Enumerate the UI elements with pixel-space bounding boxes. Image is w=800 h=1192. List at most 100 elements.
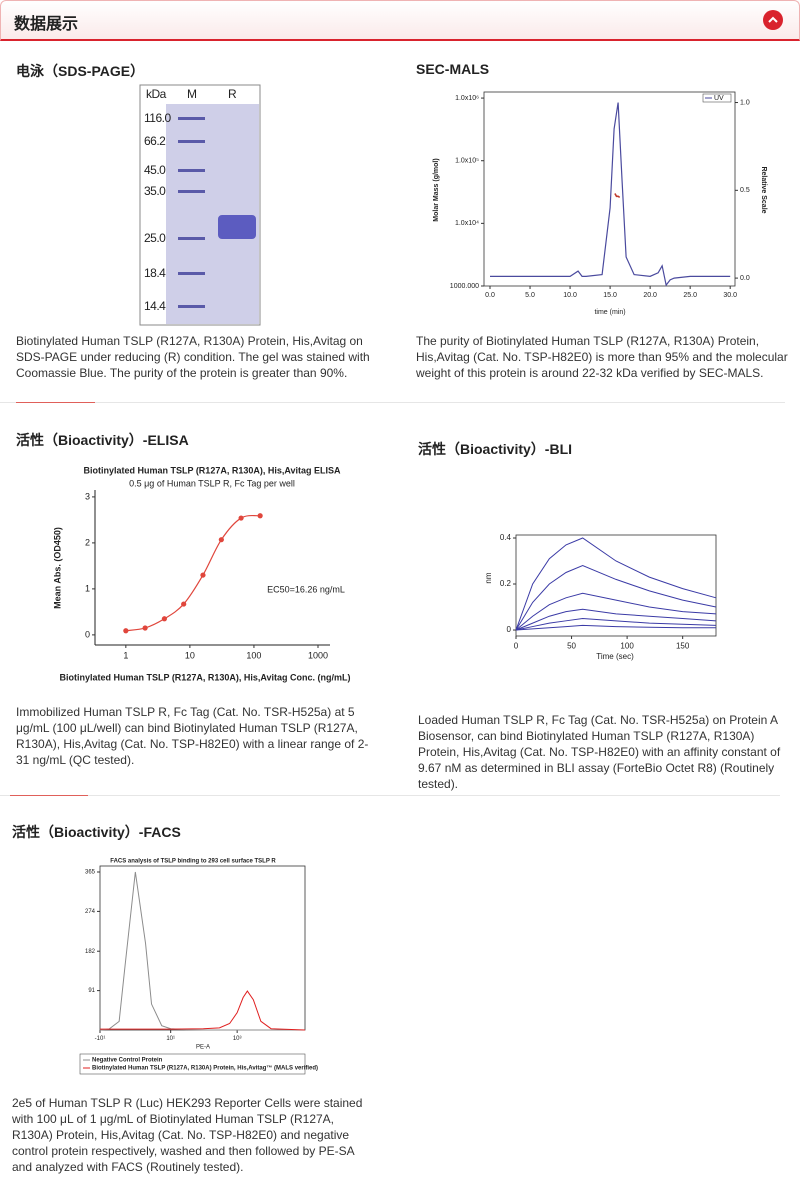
y-tick-label: 274 bbox=[85, 909, 96, 915]
data-line bbox=[515, 608, 717, 631]
y-tick-label: 182 bbox=[85, 949, 96, 955]
data-point bbox=[200, 572, 206, 578]
y-tick-label: 1000.000 bbox=[450, 283, 479, 290]
data-line bbox=[515, 537, 717, 631]
data-line bbox=[614, 193, 621, 199]
gel-lane: M bbox=[187, 87, 197, 101]
x-tick-label: 20.0 bbox=[643, 292, 657, 299]
data-line bbox=[100, 990, 306, 1031]
y-tick-label: 1.0x10⁴ bbox=[455, 220, 479, 227]
x-tick-label: 15.0 bbox=[603, 292, 617, 299]
y-tick-label: 3 bbox=[85, 491, 90, 501]
section-title: 电泳（SDS-PAGE） bbox=[16, 63, 145, 79]
data-point bbox=[238, 515, 244, 521]
data-point bbox=[257, 513, 263, 519]
data-line bbox=[515, 592, 717, 631]
y2-tick-label: 0.0 bbox=[740, 275, 750, 282]
chart: 0.0 5.0 10.0 15.0 20.0 25.0 30.0 1000.000 1.0x10… bbox=[433, 91, 767, 316]
x-tick-label: 10¹ bbox=[166, 1036, 175, 1042]
x-tick-label: 10³ bbox=[233, 1036, 242, 1042]
x-axis-label: PE-A bbox=[196, 1045, 210, 1051]
caption: Loaded Human TSLP R, Fc Tag (Cat. No. TS… bbox=[418, 713, 781, 791]
y-tick-label: 0.4 bbox=[500, 533, 512, 542]
caption: The purity of Biotinylated Human TSLP (R… bbox=[416, 334, 788, 380]
data-line bbox=[515, 624, 716, 631]
plot-frame bbox=[483, 91, 736, 287]
legend-box bbox=[79, 1053, 306, 1075]
x-tick-label: 50 bbox=[567, 641, 576, 650]
x-tick-label: 0 bbox=[514, 641, 519, 650]
divider bbox=[0, 795, 780, 796]
caption: 2e5 of Human TSLP R (Luc) HEK293 Reporte… bbox=[12, 1096, 363, 1174]
plot-frame bbox=[515, 534, 717, 637]
y-axis-label: Mean Abs. (OD450) bbox=[52, 527, 62, 609]
chart-title: Biotinylated Human TSLP (R127A, R130A), … bbox=[83, 465, 341, 475]
fit-curve bbox=[125, 514, 261, 632]
caption: Biotinylated Human TSLP (R127A, R130A) P… bbox=[16, 334, 370, 380]
x-tick-label: 150 bbox=[676, 641, 690, 650]
x-axis-label: time (min) bbox=[594, 309, 625, 316]
data-line bbox=[515, 618, 717, 631]
gel-image bbox=[139, 84, 261, 326]
chart-subtitle: 0.5 μg of Human TSLP R, Fc Tag per well bbox=[129, 478, 295, 488]
gel-lane: R bbox=[228, 87, 237, 101]
data-point bbox=[123, 628, 129, 634]
x-tick-label: 100 bbox=[620, 641, 634, 650]
divider bbox=[0, 402, 785, 403]
x-axis-label: Biotinylated Human TSLP (R127A, R130A), … bbox=[59, 672, 350, 682]
x-tick-label: 0.0 bbox=[485, 292, 495, 299]
y-tick-label: 1.0x10⁶ bbox=[455, 95, 479, 102]
annotation: EC50=16.26 ng/mL bbox=[267, 584, 345, 594]
collapse-button[interactable] bbox=[763, 10, 783, 30]
divider-accent bbox=[16, 402, 95, 403]
chart: -10¹ 10¹ 10³ 91 182 274 365 PE-A FACS analysis o… bbox=[79, 859, 318, 1075]
gel-marker: 116.0 bbox=[144, 111, 171, 125]
caption: Immobilized Human TSLP R, Fc Tag (Cat. N… bbox=[16, 705, 369, 767]
chart-title: FACS analysis of TSLP binding to 293 cel… bbox=[110, 859, 276, 865]
gel-marker: 25.0 bbox=[144, 231, 166, 245]
legend-label: Biotinylated Human TSLP (R127A, R130A) P… bbox=[92, 1065, 318, 1072]
y-tick-label: 1.0x10⁵ bbox=[455, 158, 479, 165]
y-axis-label: nm bbox=[484, 572, 493, 583]
y2-axis-label: Relative Scale bbox=[760, 166, 767, 213]
x-tick-label: 5.0 bbox=[525, 292, 535, 299]
data-line bbox=[490, 102, 731, 287]
divider-accent bbox=[10, 795, 88, 796]
data-point bbox=[142, 625, 148, 631]
gel-marker: 45.0 bbox=[144, 163, 166, 177]
legend-box bbox=[702, 93, 732, 103]
gel-marker: 18.4 bbox=[144, 266, 166, 280]
section-title: SEC-MALS bbox=[416, 61, 490, 77]
y-tick-label: 0 bbox=[507, 625, 512, 634]
x-tick-label: 10 bbox=[185, 650, 195, 660]
header-title: 数据展示 bbox=[14, 16, 79, 33]
plot-frame bbox=[99, 865, 306, 1031]
y2-tick-label: 1.0 bbox=[740, 99, 750, 106]
legend-label: UV bbox=[714, 95, 724, 102]
data-line bbox=[515, 565, 717, 631]
y-tick-label: 2 bbox=[85, 537, 90, 547]
y-tick-label: 91 bbox=[88, 988, 95, 994]
x-tick-label: 100 bbox=[246, 650, 261, 660]
gel-unit: kDa bbox=[146, 87, 166, 101]
x-tick-label: 10.0 bbox=[563, 292, 577, 299]
section-title: 活性（Bioactivity）-BLI bbox=[418, 441, 573, 457]
y-tick-label: 1 bbox=[85, 583, 90, 593]
data-point bbox=[181, 601, 187, 607]
chart: 1 10 100 1000 0 1 2 3 Biotinylated Human TSLP (R… bbox=[52, 465, 350, 682]
gel-marker: 14.4 bbox=[144, 299, 166, 313]
y2-tick-label: 0.5 bbox=[740, 187, 750, 194]
x-tick-label: -10¹ bbox=[95, 1036, 106, 1042]
section-title: 活性（Bioactivity）-ELISA bbox=[16, 432, 189, 448]
y-tick-label: 0.2 bbox=[500, 579, 512, 588]
data-line bbox=[99, 871, 305, 1031]
x-tick-label: 30.0 bbox=[723, 292, 737, 299]
y-axis-label: Molar Mass (g/mol) bbox=[433, 158, 440, 221]
chart: 0 50 100 150 0 0.2 0.4 Time (sec) nm bbox=[484, 533, 717, 661]
y-tick-label: 365 bbox=[85, 870, 96, 876]
data-point bbox=[161, 616, 168, 622]
x-axis-label: Time (sec) bbox=[596, 652, 634, 661]
gel-marker: 35.0 bbox=[144, 184, 166, 198]
